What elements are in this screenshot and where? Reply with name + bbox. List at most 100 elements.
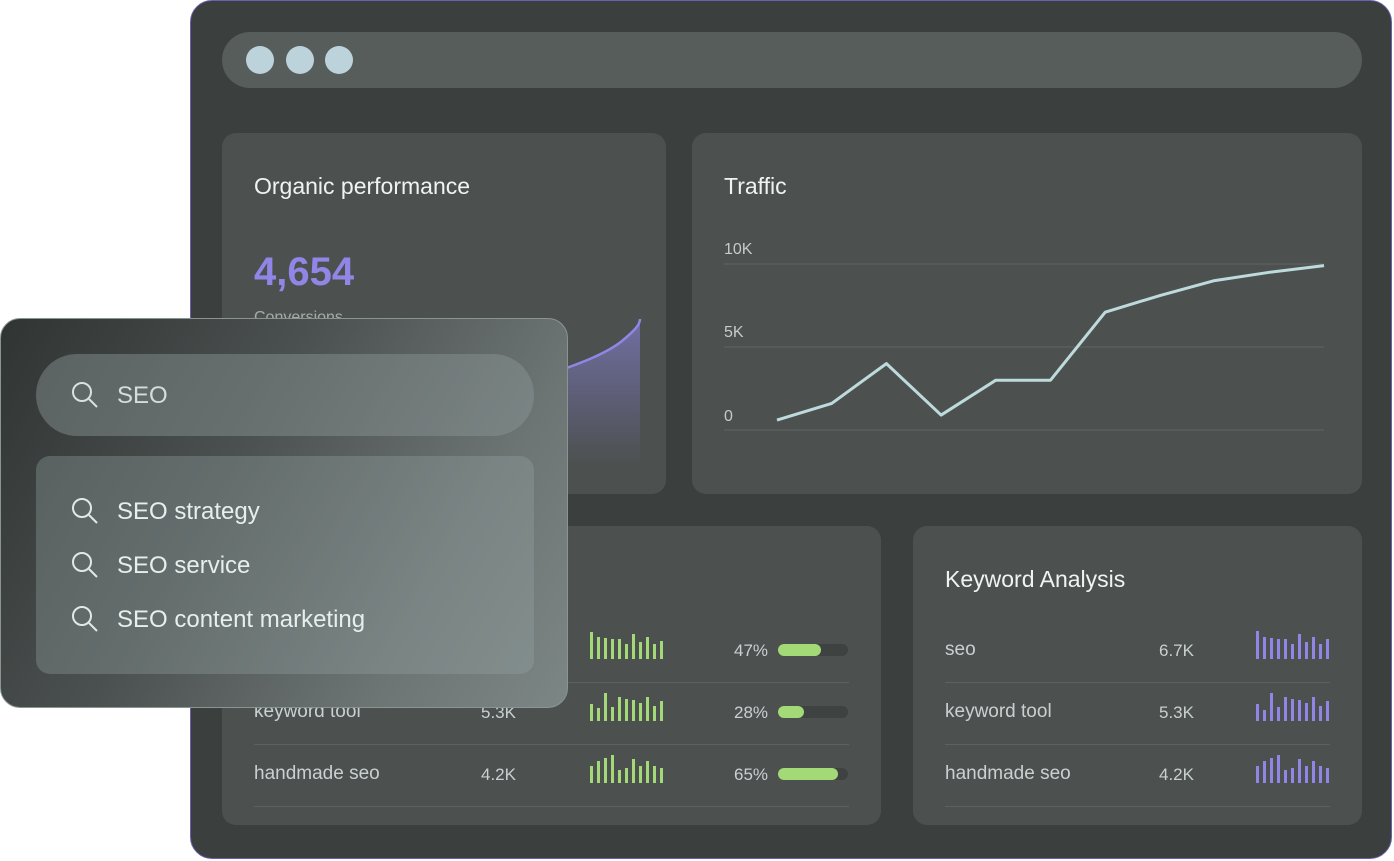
trend-bar: [1298, 634, 1301, 659]
keyword-text: seo: [945, 639, 976, 660]
progress-fill: [778, 706, 804, 718]
dashboard-window: Organic performance 4,654 Conversions Tr…: [190, 0, 1392, 859]
search-icon: [72, 552, 98, 578]
suggestion-label: SEO content marketing: [117, 606, 366, 633]
trend-bar: [1312, 761, 1315, 783]
trend-bars: [1256, 631, 1329, 659]
trend-bar: [604, 638, 607, 659]
trend-bar: [646, 761, 649, 783]
trend-bar: [1270, 693, 1273, 721]
keyword-analysis-card: Keyword Analysis seo 6.7K keyword tool 5.3K…: [913, 526, 1362, 825]
trend-bar: [639, 766, 642, 783]
trend-bar: [597, 637, 600, 659]
trend-bar: [1284, 697, 1287, 721]
traffic-card: Traffic 10K 5K 0: [692, 133, 1362, 494]
trend-bar: [1298, 700, 1301, 721]
percent-text: 28%: [734, 703, 769, 722]
trend-bar: [1256, 704, 1259, 721]
search-query: SEO: [117, 382, 168, 409]
trend-bar: [646, 637, 649, 659]
search-icon: [72, 382, 98, 408]
trend-bar: [1284, 770, 1287, 783]
trend-bar: [618, 770, 621, 783]
trend-bar: [618, 639, 621, 659]
trend-bar: [625, 644, 628, 659]
table-row[interactable]: handmade seo 4.2K: [945, 744, 1330, 807]
percent-text: 65%: [734, 765, 769, 784]
trend-bar: [1326, 768, 1329, 783]
search-icon: [72, 498, 98, 524]
trend-bar: [611, 755, 614, 783]
trend-bar: [597, 708, 600, 721]
volume-text: 4.2K: [481, 765, 516, 784]
conversions-sparkline: [551, 318, 642, 463]
keyword-text: keyword tool: [945, 701, 1052, 722]
search-input[interactable]: SEO: [36, 354, 534, 436]
progress-fill: [778, 644, 821, 656]
trend-bar: [625, 768, 628, 783]
trend-bar: [1326, 639, 1329, 659]
search-popup: SEO SEO strategy SEO service SEO content…: [0, 318, 568, 708]
trend-bar: [1256, 766, 1259, 783]
trend-bar: [1291, 644, 1294, 659]
window-dot-minimize[interactable]: [286, 46, 314, 74]
volume-text: 6.7K: [1159, 641, 1194, 660]
trend-bar: [1277, 755, 1280, 783]
suggestion-item[interactable]: SEO strategy: [36, 456, 534, 528]
trend-bar: [660, 768, 663, 783]
trend-bar: [1270, 758, 1273, 783]
trend-bars: [590, 632, 663, 659]
trend-bar: [1319, 644, 1322, 659]
trend-bar: [604, 758, 607, 783]
trend-bar: [1284, 639, 1287, 659]
suggestion-item[interactable]: SEO service: [36, 528, 534, 582]
trend-bars: [1256, 755, 1329, 783]
trend-bar: [1298, 759, 1301, 783]
y-tick-0: 0: [724, 408, 733, 425]
y-tick-10k: 10K: [724, 241, 753, 258]
trend-bar: [1277, 639, 1280, 659]
search-icon: [72, 606, 98, 632]
suggestion-label: SEO service: [117, 552, 251, 579]
trend-bar: [653, 706, 656, 721]
trend-bar: [1305, 766, 1308, 783]
trend-bar: [1312, 697, 1315, 721]
trend-bar: [660, 641, 663, 659]
title-bar: [222, 32, 1362, 88]
trend-bars: [590, 755, 663, 783]
suggestions-list: SEO strategy SEO service SEO content mar…: [36, 456, 534, 674]
keyword-text: handmade seo: [945, 763, 1071, 784]
trend-bar: [660, 701, 663, 721]
trend-bars: [590, 693, 663, 721]
trend-bar: [1319, 766, 1322, 783]
trend-bar: [1263, 761, 1266, 783]
trend-bar: [618, 697, 621, 721]
trend-bar: [1305, 642, 1308, 659]
volume-text: 4.2K: [1159, 765, 1194, 784]
progress-track: [778, 706, 848, 718]
trend-bar: [1305, 703, 1308, 721]
trend-bar: [590, 704, 593, 721]
window-dot-maximize[interactable]: [325, 46, 353, 74]
trend-bar: [639, 703, 642, 721]
table-row[interactable]: keyword tool 5.3K: [945, 682, 1330, 745]
trend-bar: [590, 766, 593, 783]
suggestion-item[interactable]: SEO content marketing: [36, 582, 534, 642]
table-row[interactable]: handmade seo 4.2K 65%: [254, 744, 849, 807]
trend-bar: [590, 632, 593, 659]
trend-bar: [1256, 631, 1259, 659]
traffic-line: [776, 264, 1325, 422]
trend-bar: [1277, 707, 1280, 721]
trend-bar: [604, 693, 607, 721]
trend-bar: [1312, 637, 1315, 659]
trend-bar: [1263, 637, 1266, 659]
table-row[interactable]: seo 6.7K: [945, 620, 1330, 683]
trend-bar: [639, 642, 642, 659]
progress-track: [778, 768, 848, 780]
conversions-value: 4,654: [254, 250, 355, 294]
trend-bar: [1326, 701, 1329, 721]
window-dot-close[interactable]: [246, 46, 274, 74]
trend-bar: [1291, 768, 1294, 783]
volume-text: 5.3K: [1159, 703, 1194, 722]
percent-text: 47%: [734, 641, 769, 660]
